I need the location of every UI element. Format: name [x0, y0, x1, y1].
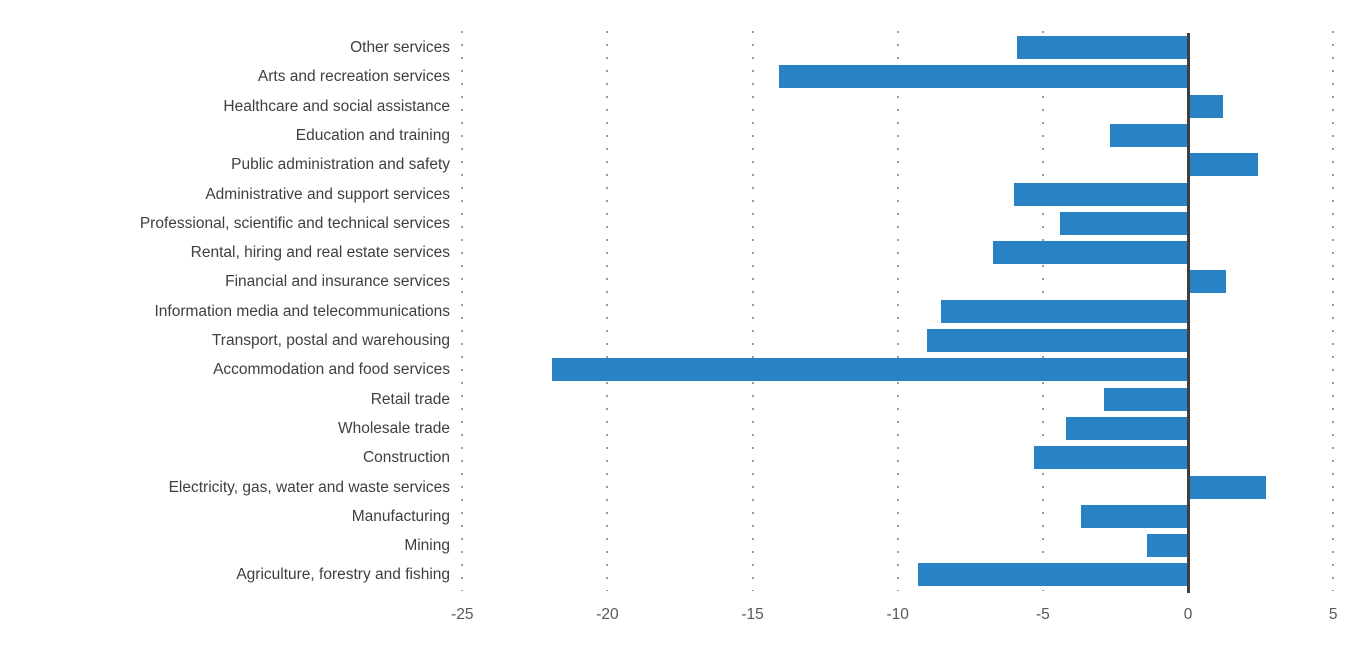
bar	[1034, 446, 1188, 470]
x-tick-label: -10	[886, 606, 909, 623]
category-label: Electricity, gas, water and waste servic…	[168, 478, 450, 496]
bar	[1188, 94, 1223, 118]
x-tick-label: -15	[741, 606, 764, 623]
gridline	[606, 31, 609, 591]
category-label: Education and training	[295, 126, 450, 144]
bar	[1188, 270, 1226, 294]
category-label: Information media and telecommunications	[154, 302, 450, 320]
gridline	[751, 31, 754, 591]
bar	[1103, 387, 1188, 411]
category-label: Transport, postal and warehousing	[211, 332, 450, 349]
bar	[1109, 123, 1188, 147]
zero-axis-line	[1186, 33, 1190, 593]
bar	[1016, 36, 1188, 59]
bar	[1188, 153, 1258, 177]
bar	[1188, 475, 1267, 499]
category-label: Other services	[350, 39, 450, 56]
gridline	[1332, 31, 1335, 591]
x-tick-label: -25	[451, 606, 474, 623]
category-label: Agriculture, forestry and fishing	[236, 566, 450, 584]
bar	[552, 358, 1188, 382]
category-label: Accommodation and food services	[213, 361, 450, 379]
category-label: Wholesale trade	[337, 419, 450, 437]
category-label: Rental, hiring and real estate services	[190, 244, 450, 262]
category-label: Healthcare and social assistance	[223, 97, 450, 115]
category-label: Professional, scientific and technical s…	[139, 214, 450, 232]
x-tick-label: -5	[1035, 606, 1050, 623]
bar	[1013, 182, 1188, 206]
bar	[778, 65, 1188, 89]
gridline	[461, 31, 464, 591]
bar	[993, 241, 1188, 265]
category-label: Manufacturing	[351, 507, 450, 525]
bar	[926, 329, 1188, 352]
category-label: Arts and recreation services	[257, 68, 450, 86]
gridline	[896, 31, 899, 591]
x-tick-label: 5	[1328, 606, 1338, 623]
bar	[941, 299, 1188, 323]
category-label: Financial and insurance services	[225, 273, 450, 291]
bar	[918, 563, 1188, 587]
category-label: Retail trade	[370, 390, 450, 408]
bar	[1080, 504, 1188, 528]
category-label: Construction	[362, 449, 450, 467]
bar	[1066, 416, 1188, 440]
x-tick-label: -20	[596, 606, 619, 623]
category-label: Public administration and safety	[231, 156, 450, 174]
category-label: Administrative and support services	[205, 185, 450, 203]
bar	[1147, 534, 1188, 558]
x-tick-label: 0	[1183, 606, 1193, 623]
bar	[1060, 211, 1188, 235]
category-label: Mining	[404, 537, 450, 555]
